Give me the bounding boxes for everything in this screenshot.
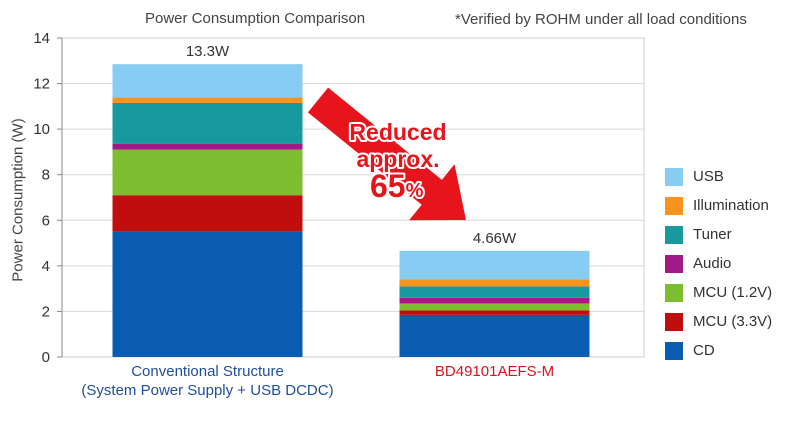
legend-item: MCU (3.3V) — [665, 307, 772, 336]
y-tick-label: 12 — [33, 76, 50, 93]
reduction-percent: 65% — [370, 168, 424, 204]
bar-segment-illumination — [399, 279, 590, 287]
legend-item: Illumination — [665, 191, 772, 220]
reduction-percent-unit: % — [406, 180, 424, 202]
legend-label: USB — [693, 168, 724, 185]
y-axis-label: Power Consumption (W) — [9, 118, 27, 282]
legend-item: Audio — [665, 249, 772, 278]
category-label-line: Conventional Structure — [131, 363, 284, 380]
y-tick-label: 0 — [42, 349, 50, 366]
y-tick-label: 2 — [42, 303, 50, 320]
bar-total-label: 13.3W — [185, 43, 230, 61]
bars — [112, 64, 590, 357]
chart-title: Power Consumption Comparison — [145, 10, 366, 27]
reduction-arrow — [307, 87, 466, 221]
legend-item: CD — [665, 336, 772, 365]
bar-segment-mcu-1-2v — [399, 303, 590, 311]
legend-label: MCU (3.3V) — [693, 313, 773, 330]
legend-swatch — [665, 283, 683, 302]
annotation-text: approx. — [356, 146, 439, 172]
legend-label: MCU (1.2V) — [693, 284, 773, 301]
y-tick-label: 6 — [42, 212, 50, 229]
annotation-text: Reduced — [349, 119, 446, 145]
verification-note: *Verified by ROHM under all load conditi… — [455, 11, 747, 28]
legend-label: Audio — [693, 255, 732, 272]
category-label-line: (System Power Supply + USB DCDC) — [81, 382, 334, 399]
bar-segment-audio — [399, 297, 590, 304]
legend-swatch — [665, 225, 683, 244]
y-tick-label: 4 — [42, 258, 50, 275]
legend-label: Tuner — [693, 226, 732, 243]
bar-segment-illumination — [112, 97, 303, 103]
legend-item: Tuner — [665, 220, 772, 249]
y-tick-label: 14 — [33, 30, 50, 47]
bar-segment-mcu-3-3v — [112, 195, 303, 232]
legend-swatch — [665, 196, 683, 215]
legend-item: MCU (1.2V) — [665, 278, 772, 307]
legend-item: USB — [665, 162, 772, 191]
legend: USB Illumination Tuner Audio MCU (1.2V) MCU (… — [665, 162, 772, 365]
bar-segment-usb — [112, 64, 303, 98]
bar-segment-usb — [399, 250, 590, 280]
category-label-line: BD49101AEFS-M — [434, 363, 555, 380]
legend-swatch — [665, 167, 683, 186]
legend-swatch — [665, 312, 683, 331]
bar-segment-tuner — [399, 286, 590, 298]
legend-swatch — [665, 254, 683, 273]
legend-label: CD — [693, 342, 715, 359]
y-tick-label: 8 — [42, 167, 50, 184]
bar-segment-cd — [112, 231, 303, 357]
bar-total-label: 4.66W — [472, 229, 517, 247]
category-label-conventional: Conventional Structure (System Power Sup… — [81, 362, 333, 400]
bar-segment-mcu-3-3v — [399, 310, 590, 315]
legend-label: Illumination — [693, 197, 769, 214]
bar-segment-cd — [399, 314, 590, 357]
category-label-bd49101: BD49101AEFS-M — [435, 362, 554, 381]
bar-segment-tuner — [112, 102, 303, 144]
bar-segment-audio — [112, 143, 303, 150]
y-tick-label: 10 — [33, 121, 50, 138]
bar-segment-mcu-1-2v — [112, 149, 303, 196]
legend-swatch — [665, 341, 683, 360]
y-axis: 0 2 4 6 8 10 12 14 — [33, 30, 63, 366]
